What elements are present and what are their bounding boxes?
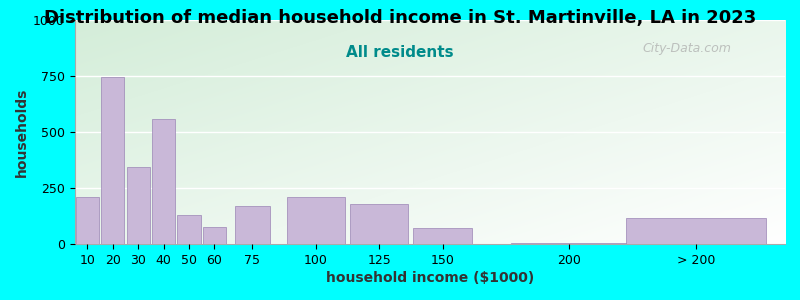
Bar xyxy=(101,77,125,244)
Bar xyxy=(126,167,150,244)
Bar xyxy=(235,206,270,244)
Bar xyxy=(202,227,226,244)
Bar xyxy=(511,243,628,244)
Bar xyxy=(350,204,408,244)
Bar xyxy=(178,215,201,244)
Y-axis label: households: households xyxy=(15,87,29,177)
X-axis label: household income ($1000): household income ($1000) xyxy=(326,271,534,285)
Bar xyxy=(76,197,99,244)
Bar xyxy=(152,118,175,244)
Bar xyxy=(286,197,345,244)
Bar xyxy=(414,228,472,244)
Text: All residents: All residents xyxy=(346,45,454,60)
Bar xyxy=(626,218,766,244)
Text: City-Data.com: City-Data.com xyxy=(643,42,732,56)
Text: Distribution of median household income in St. Martinville, LA in 2023: Distribution of median household income … xyxy=(44,9,756,27)
